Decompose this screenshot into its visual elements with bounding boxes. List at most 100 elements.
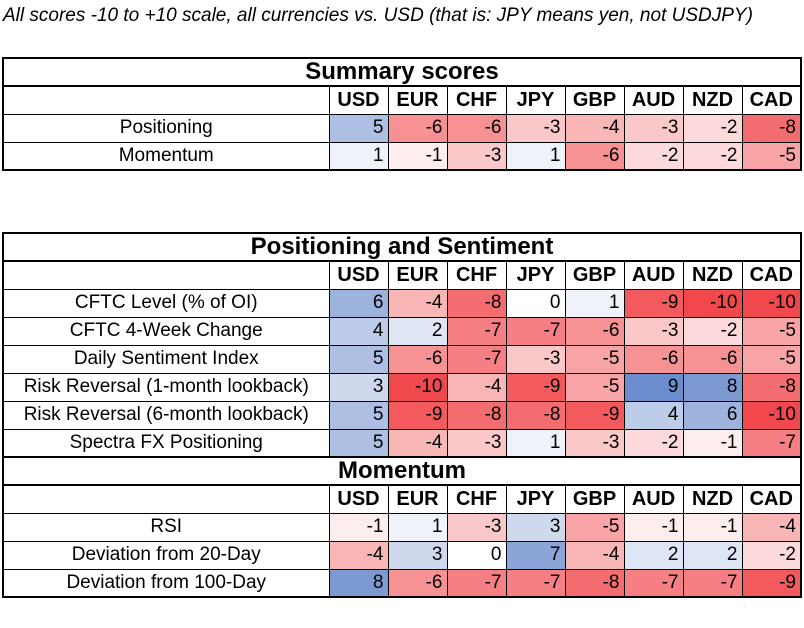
score-cell: 2 (682, 540, 743, 570)
score-cell: -3 (446, 428, 507, 458)
score-cell: 0 (446, 540, 507, 570)
score-cell: 1 (564, 288, 625, 318)
row-label: Risk Reversal (1-month lookback) (2, 372, 330, 402)
score-cell: -4 (564, 540, 625, 570)
score-cell: -2 (741, 540, 802, 570)
score-cell: 8 (328, 568, 389, 598)
score-cell: -10 (387, 372, 448, 402)
score-cell: -2 (682, 316, 743, 346)
score-cell: -7 (446, 568, 507, 598)
score-cell: 2 (623, 540, 684, 570)
score-cell: 4 (328, 316, 389, 346)
currency-header: GBP (564, 260, 625, 290)
score-cell: -6 (387, 344, 448, 374)
score-cell: -9 (505, 372, 566, 402)
score-cell: -6 (564, 141, 625, 171)
positioning-momentum-table: Positioning and Sentiment USD EUR CHF JPY GBP… (2, 232, 802, 598)
score-cell: 0 (505, 288, 566, 318)
score-cell: -1 (328, 512, 389, 542)
score-cell: 1 (387, 512, 448, 542)
currency-header: NZD (682, 484, 743, 514)
score-cell: -9 (741, 568, 802, 598)
score-cell: 6 (328, 288, 389, 318)
currency-header: AUD (623, 260, 684, 290)
summary-title: Summary scores (2, 57, 802, 87)
score-cell: -7 (741, 428, 802, 458)
score-cell: 5 (328, 428, 389, 458)
score-cell: 9 (623, 372, 684, 402)
score-cell: -4 (387, 288, 448, 318)
score-cell: -8 (741, 113, 802, 143)
score-cell: -5 (741, 316, 802, 346)
score-cell: -4 (446, 372, 507, 402)
table-row: Momentum 1 -1 -3 1 -6 -2 -2 -5 (2, 141, 802, 171)
currency-header: CAD (741, 85, 802, 115)
row-label: Daily Sentiment Index (2, 344, 330, 374)
score-cell: -2 (623, 428, 684, 458)
score-cell: -3 (505, 344, 566, 374)
table-row: Daily Sentiment Index 5 -6 -7 -3 -5 -6 -6 -5 (2, 344, 802, 374)
score-cell: -10 (682, 288, 743, 318)
currency-header: JPY (505, 260, 566, 290)
row-label: Positioning (2, 113, 330, 143)
score-cell: -1 (387, 141, 448, 171)
currency-header: USD (328, 484, 389, 514)
table-row: Spectra FX Positioning 5 -4 -3 1 -3 -2 -1 -7 (2, 428, 802, 458)
currency-header: NZD (682, 85, 743, 115)
table-row: Deviation from 20-Day -4 3 0 7 -4 2 2 -2 (2, 540, 802, 570)
score-cell: -10 (741, 400, 802, 430)
score-cell: -4 (328, 540, 389, 570)
header-blank (2, 85, 330, 115)
currency-header: CHF (446, 85, 507, 115)
header-row: USD EUR CHF JPY GBP AUD NZD CAD (2, 484, 802, 514)
row-label: Risk Reversal (6-month lookback) (2, 400, 330, 430)
score-cell: -7 (505, 568, 566, 598)
score-cell: -5 (741, 141, 802, 171)
score-cell: 7 (505, 540, 566, 570)
table-row: CFTC 4-Week Change 4 2 -7 -7 -6 -3 -2 -5 (2, 316, 802, 346)
score-cell: -1 (623, 512, 684, 542)
score-cell: 5 (328, 400, 389, 430)
table-row: CFTC Level (% of OI) 6 -4 -8 0 1 -9 -10 -10 (2, 288, 802, 318)
score-cell: 1 (328, 141, 389, 171)
currency-header: AUD (623, 484, 684, 514)
row-label: Deviation from 20-Day (2, 540, 330, 570)
score-cell: -7 (446, 316, 507, 346)
score-cell: -2 (623, 141, 684, 171)
score-cell: -8 (446, 288, 507, 318)
score-cell: -2 (682, 141, 743, 171)
score-cell: -3 (623, 316, 684, 346)
score-cell: -9 (623, 288, 684, 318)
score-cell: 3 (505, 512, 566, 542)
currency-header: USD (328, 85, 389, 115)
currency-header: EUR (387, 85, 448, 115)
score-cell: 3 (387, 540, 448, 570)
positioning-title: Positioning and Sentiment (2, 232, 802, 262)
row-label: CFTC 4-Week Change (2, 316, 330, 346)
score-cell: 5 (328, 113, 389, 143)
score-cell: -3 (623, 113, 684, 143)
score-cell: -3 (446, 512, 507, 542)
score-cell: -9 (564, 400, 625, 430)
score-cell: -4 (387, 428, 448, 458)
score-cell: -7 (505, 316, 566, 346)
table-row: Risk Reversal (1-month lookback) 3 -10 -4 -9… (2, 372, 802, 402)
score-cell: -7 (623, 568, 684, 598)
currency-header: JPY (505, 85, 566, 115)
row-label: Deviation from 100-Day (2, 568, 330, 598)
currency-header: GBP (564, 85, 625, 115)
score-cell: 1 (505, 141, 566, 171)
score-cell: -4 (741, 512, 802, 542)
score-cell: 1 (505, 428, 566, 458)
header-blank (2, 484, 330, 514)
score-cell: 8 (682, 372, 743, 402)
score-cell: -5 (564, 344, 625, 374)
score-cell: -8 (446, 400, 507, 430)
score-cell: 3 (328, 372, 389, 402)
row-label: Spectra FX Positioning (2, 428, 330, 458)
row-label: CFTC Level (% of OI) (2, 288, 330, 318)
score-cell: -7 (682, 568, 743, 598)
score-cell: -1 (682, 428, 743, 458)
currency-header: CHF (446, 484, 507, 514)
currency-header: GBP (564, 484, 625, 514)
